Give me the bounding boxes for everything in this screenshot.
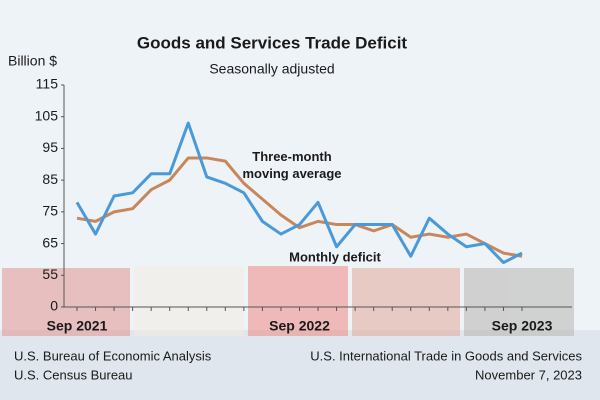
series-label: Monthly deficit bbox=[289, 249, 381, 264]
chart-subtitle: Seasonally adjusted bbox=[209, 61, 334, 77]
source: U.S. Bureau of Economic Analysis bbox=[14, 348, 212, 363]
y-tick-label: 85 bbox=[42, 171, 58, 187]
source: U.S. Census Bureau bbox=[14, 367, 133, 382]
source: U.S. International Trade in Goods and Se… bbox=[310, 348, 582, 363]
container bbox=[248, 266, 348, 336]
y-tick-label: 75 bbox=[42, 203, 58, 219]
y-tick-label: 105 bbox=[35, 107, 59, 123]
ground bbox=[0, 330, 600, 400]
container bbox=[352, 268, 460, 336]
y-tick-label: 95 bbox=[42, 139, 58, 155]
x-tick-label: Sep 2021 bbox=[47, 318, 108, 334]
line bbox=[76, 156, 523, 258]
x-tick-label: Sep 2023 bbox=[492, 318, 553, 334]
y-axis-label: Billion $ bbox=[8, 53, 57, 69]
chart-title: Goods and Services Trade Deficit bbox=[137, 33, 408, 52]
series-label: Three-month moving average bbox=[243, 149, 342, 181]
x-tick-label: Sep 2022 bbox=[269, 318, 330, 334]
y-tick-label: 65 bbox=[42, 234, 58, 250]
y-tick-label: 55 bbox=[42, 266, 58, 282]
source: November 7, 2023 bbox=[475, 367, 582, 382]
container bbox=[2, 268, 130, 336]
line bbox=[75, 121, 523, 265]
containers bbox=[2, 266, 574, 336]
container bbox=[134, 266, 244, 336]
container bbox=[464, 268, 574, 336]
y-tick-label: 115 bbox=[36, 76, 59, 92]
y-tick-label: 0 bbox=[50, 298, 58, 314]
